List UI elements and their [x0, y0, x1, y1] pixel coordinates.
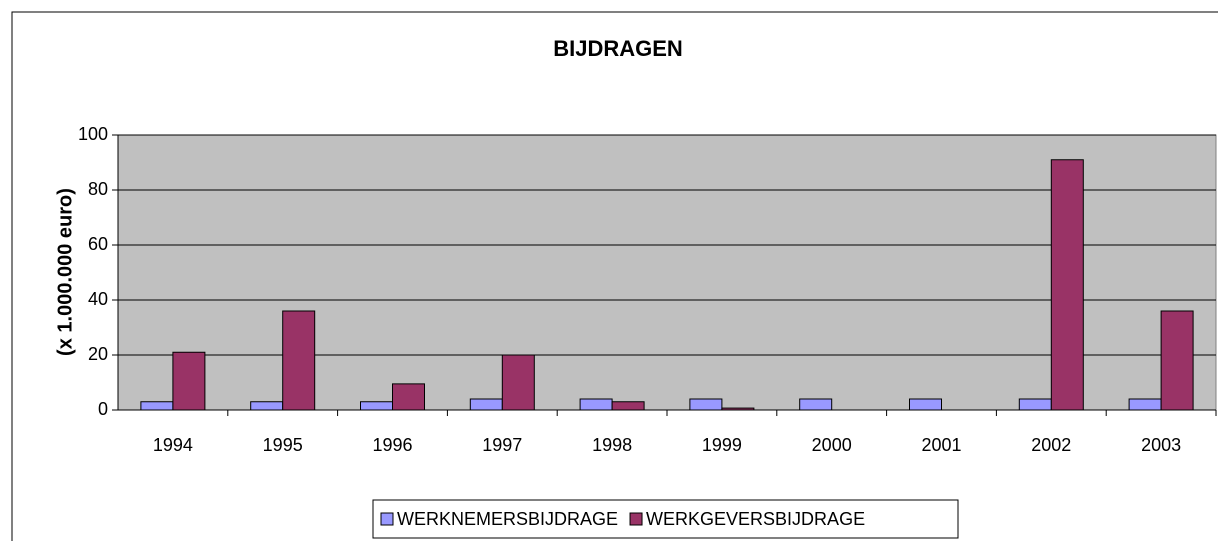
x-tick-label: 1994 — [153, 435, 193, 455]
bar — [469, 398, 503, 411]
bar — [1018, 398, 1052, 411]
bar — [1128, 398, 1162, 411]
x-tick-label: 2003 — [1141, 435, 1181, 455]
bar — [689, 398, 723, 411]
y-tick-label: 80 — [88, 179, 108, 199]
x-tick-label: 2000 — [812, 435, 852, 455]
x-tick-label: 2001 — [921, 435, 961, 455]
bar — [360, 401, 393, 411]
y-tick-label: 20 — [88, 344, 108, 364]
x-tick-label: 1996 — [372, 435, 412, 455]
bar — [611, 401, 645, 411]
bar — [501, 354, 535, 411]
y-axis-label: (x 1.000.000 euro) — [54, 188, 76, 356]
x-tick-label: 1997 — [482, 435, 522, 455]
x-tick-label: 1998 — [592, 435, 632, 455]
bar — [392, 383, 425, 411]
bar — [282, 310, 316, 411]
bar — [250, 401, 284, 411]
legend-label: WERKNEMERSBIJDRAGE — [397, 509, 618, 529]
y-tick-label: 60 — [88, 234, 108, 254]
bar — [1050, 159, 1084, 411]
chart-title: BIJDRAGEN — [553, 36, 683, 61]
y-tick-label: 0 — [98, 399, 108, 419]
bar — [721, 407, 755, 411]
bar — [579, 398, 613, 411]
legend-box — [372, 499, 959, 539]
bar — [172, 351, 206, 411]
bar — [1160, 310, 1194, 411]
legend-swatch — [380, 512, 394, 526]
x-tick-label: 1999 — [702, 435, 742, 455]
x-tick-label: 2002 — [1031, 435, 1071, 455]
y-tick-label: 100 — [78, 124, 108, 144]
bar — [799, 398, 833, 411]
bar — [140, 401, 174, 411]
y-tick-label: 40 — [88, 289, 108, 309]
legend-label: WERKGEVERSBIJDRAGE — [646, 509, 865, 529]
bar — [909, 398, 942, 411]
legend-swatch — [629, 512, 643, 526]
x-tick-label: 1995 — [263, 435, 303, 455]
